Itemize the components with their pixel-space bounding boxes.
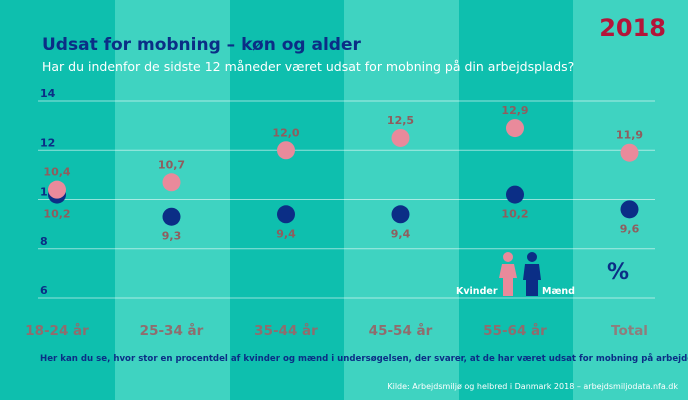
chart-subtitle: Har du indenfor de sidste 12 måneder vær… xyxy=(42,59,575,74)
x-tick-label: 25-34 år xyxy=(140,322,204,339)
female-data-label: 11,9 xyxy=(616,129,643,142)
male-point xyxy=(506,185,524,204)
male-point xyxy=(391,205,410,224)
x-tick-label: 45-54 år xyxy=(369,322,433,339)
male-data-label: 9,4 xyxy=(391,227,411,240)
x-tick-label: Total xyxy=(611,323,648,339)
male-data-label: 9,4 xyxy=(276,227,296,240)
male-data-label: 9,3 xyxy=(162,230,182,243)
legend-male-label: Mænd xyxy=(542,286,575,297)
female-point xyxy=(620,143,639,162)
male-data-label: 9,6 xyxy=(620,222,640,235)
chart-title: Udsat for mobning – køn og alder xyxy=(42,35,361,55)
female-point xyxy=(391,128,410,147)
female-data-label: 12,0 xyxy=(272,126,299,139)
male-point xyxy=(162,207,181,226)
female-point xyxy=(277,141,295,160)
x-tick-label: 18-24 år xyxy=(25,322,89,339)
year-badge: 2018 xyxy=(599,14,666,42)
source-credit: Kilde: Arbejdsmiljø og helbred i Danmark… xyxy=(387,382,678,391)
female-data-label: 10,4 xyxy=(43,166,70,179)
x-tick-label: 55-64 år xyxy=(483,322,547,339)
x-tick-label: 35-44 år xyxy=(254,322,318,339)
y-tick-label: 6 xyxy=(40,284,48,297)
male-point xyxy=(277,205,295,224)
male-point xyxy=(620,200,639,219)
female-icon xyxy=(499,252,517,296)
female-point xyxy=(506,119,524,138)
female-data-label: 12,5 xyxy=(387,114,414,127)
legend-female-label: Kvinder xyxy=(456,286,498,297)
female-point xyxy=(48,180,66,199)
female-data-label: 12,9 xyxy=(501,104,528,117)
y-tick-label: 14 xyxy=(40,87,56,100)
male-data-label: 10,2 xyxy=(43,208,70,221)
female-data-label: 10,7 xyxy=(158,158,185,171)
y-tick-label: 12 xyxy=(40,136,55,149)
y-tick-label: 8 xyxy=(40,235,48,248)
percent-symbol: % xyxy=(607,260,630,285)
footnote: Her kan du se, hvor stor en procentdel a… xyxy=(40,354,688,364)
male-data-label: 10,2 xyxy=(501,208,528,221)
gender-legend-icons xyxy=(499,252,541,296)
male-icon xyxy=(523,252,541,296)
female-point xyxy=(162,173,181,192)
